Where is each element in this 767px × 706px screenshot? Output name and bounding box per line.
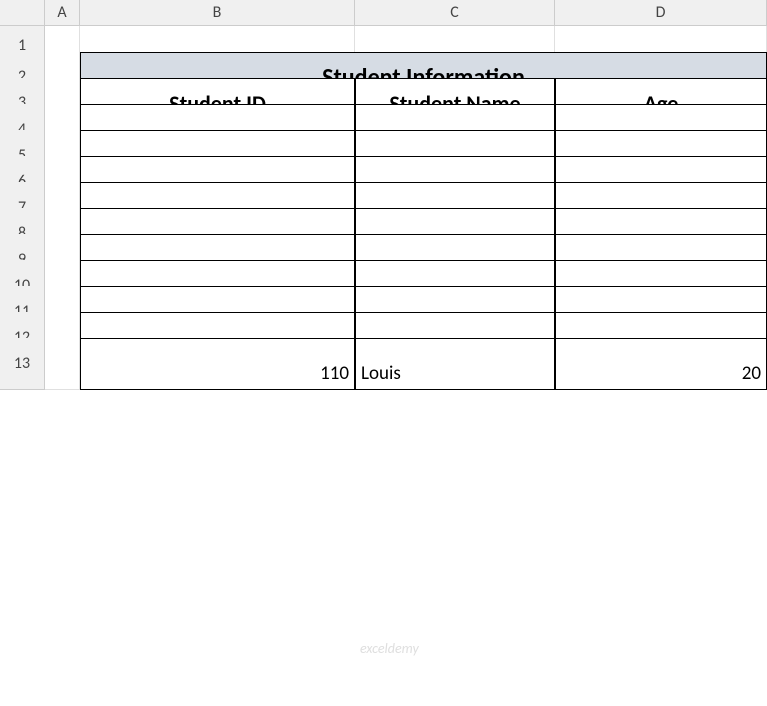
col-header-d[interactable]: D <box>555 0 767 26</box>
select-all-corner[interactable] <box>0 0 45 26</box>
spreadsheet-grid: A B C D 1 2 Student Information 3 Studen… <box>0 0 767 364</box>
cell-id[interactable]: 110 <box>80 338 355 390</box>
cell-age[interactable]: 20 <box>555 338 767 390</box>
cell-name[interactable]: Louis <box>355 338 555 390</box>
row-header-13[interactable]: 13 <box>0 338 45 390</box>
col-header-a[interactable]: A <box>45 0 80 26</box>
cell-a13[interactable] <box>45 338 80 390</box>
col-header-c[interactable]: C <box>355 0 555 26</box>
watermark: exceldemy <box>360 640 419 657</box>
col-header-b[interactable]: B <box>80 0 355 26</box>
